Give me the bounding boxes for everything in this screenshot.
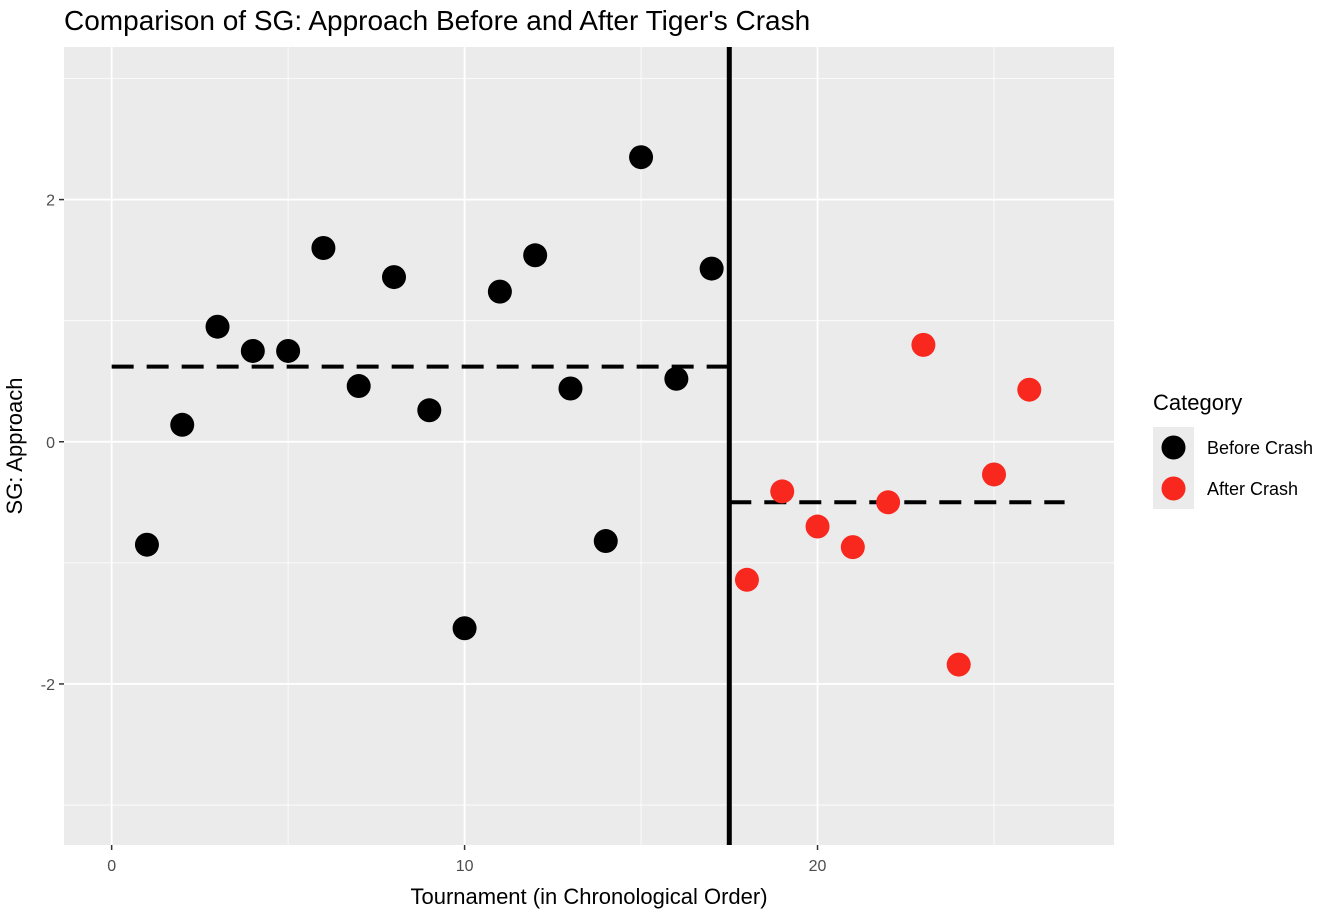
data-points	[134, 145, 1042, 677]
point-before-crash	[311, 236, 336, 261]
point-after-crash	[840, 535, 865, 560]
x-tick-label: 10	[456, 858, 474, 875]
point-before-crash	[205, 314, 230, 339]
legend: Category Before Crash After Crash	[1153, 390, 1313, 509]
point-before-crash	[382, 265, 406, 290]
y-axis-ticks: -2 0 2	[41, 193, 64, 694]
point-before-crash	[346, 374, 371, 399]
legend-marker	[1161, 435, 1186, 460]
point-before-crash	[170, 412, 195, 437]
point-before-crash	[134, 532, 159, 557]
point-before-crash	[664, 366, 689, 391]
point-before-crash	[487, 279, 512, 304]
x-tick-label: 0	[107, 858, 116, 875]
point-before-crash	[593, 529, 618, 554]
plot-panel	[64, 47, 1114, 845]
point-before-crash	[276, 338, 301, 363]
legend-title: Category	[1153, 390, 1242, 415]
y-axis-title: SG: Approach	[2, 378, 27, 515]
legend-items: Before Crash After Crash	[1153, 427, 1313, 509]
point-before-crash	[629, 145, 654, 170]
point-after-crash	[734, 567, 759, 592]
chart-title: Comparison of SG: Approach Before and Af…	[64, 5, 810, 36]
y-tick-label: -2	[41, 677, 55, 694]
point-after-crash	[911, 332, 936, 357]
point-after-crash	[805, 514, 830, 539]
x-axis-title: Tournament (in Chronological Order)	[410, 884, 767, 909]
legend-marker	[1161, 476, 1186, 501]
y-tick-label: 2	[46, 193, 55, 210]
x-tick-label: 20	[809, 858, 827, 875]
legend-label: After Crash	[1207, 479, 1298, 499]
point-before-crash	[452, 616, 477, 641]
point-after-crash	[1017, 377, 1042, 402]
point-after-crash	[982, 462, 1006, 487]
point-after-crash	[770, 479, 795, 504]
point-before-crash	[417, 398, 442, 423]
grid-major	[64, 47, 1114, 845]
point-after-crash	[946, 652, 971, 677]
legend-label: Before Crash	[1207, 438, 1313, 458]
y-tick-label: 0	[46, 435, 55, 452]
x-axis-ticks: 0 10 20	[107, 845, 827, 875]
point-after-crash	[876, 490, 901, 515]
point-before-crash	[523, 243, 548, 268]
grid-minor	[64, 47, 1114, 845]
point-before-crash	[699, 256, 724, 281]
point-before-crash	[240, 338, 265, 363]
point-before-crash	[558, 376, 583, 401]
